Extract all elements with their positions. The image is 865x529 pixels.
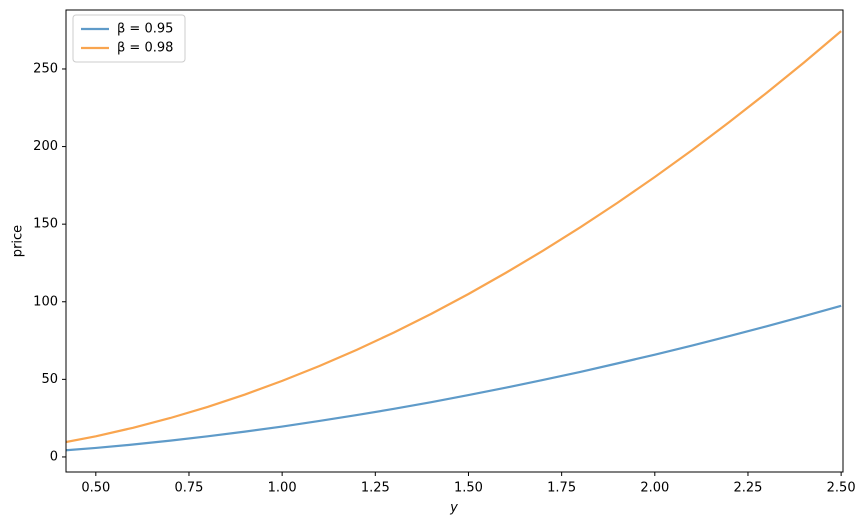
y-tick-label: 50 xyxy=(41,372,58,387)
x-tick-label: 0.75 xyxy=(175,481,204,496)
y-tick-label: 150 xyxy=(33,217,58,232)
y-tick-label: 250 xyxy=(33,61,58,76)
legend-box xyxy=(72,14,186,63)
x-tick-label: 2.25 xyxy=(733,481,762,496)
legend-label: β = 0.98 xyxy=(117,41,173,56)
legend-label: β = 0.95 xyxy=(117,22,173,37)
plot-frame xyxy=(65,9,844,473)
x-tick-label: 0.50 xyxy=(81,481,110,496)
series-line xyxy=(66,30,842,444)
y-tick-label: 0 xyxy=(50,449,58,464)
x-tick-label: 2.00 xyxy=(640,481,669,496)
x-tick-label: 2.50 xyxy=(827,481,856,496)
series-line xyxy=(66,304,842,452)
y-tick-label: 200 xyxy=(33,139,58,154)
x-tick-label: 1.75 xyxy=(547,481,576,496)
x-tick-label: 1.50 xyxy=(454,481,483,496)
x-tick-label: 1.25 xyxy=(361,481,390,496)
y-tick-label: 100 xyxy=(33,294,58,309)
x-axis-label: y xyxy=(449,501,458,516)
x-tick-label: 1.00 xyxy=(268,481,297,496)
y-axis-label: price xyxy=(11,225,26,257)
